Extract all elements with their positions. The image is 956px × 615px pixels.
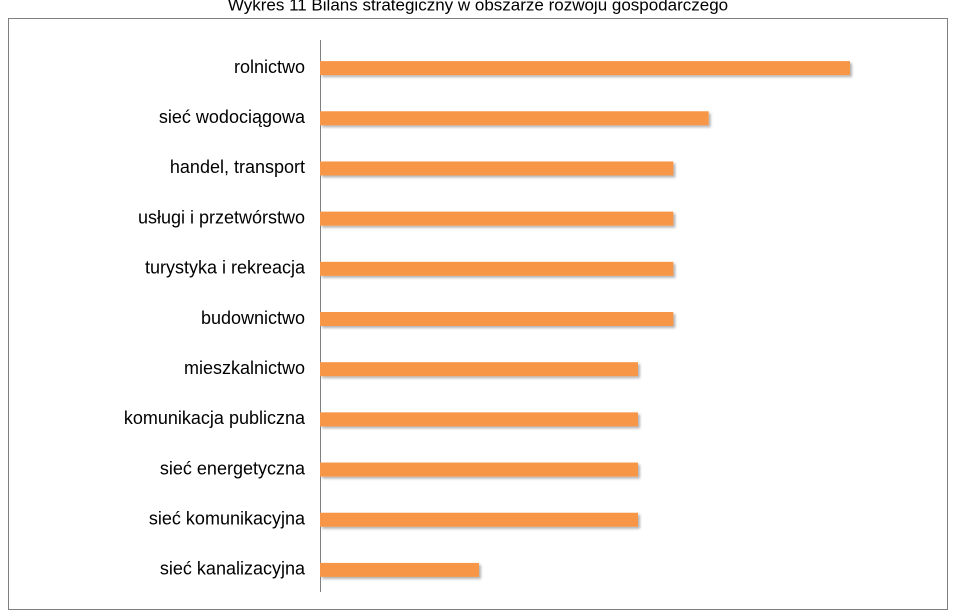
bar bbox=[320, 462, 638, 477]
category-label: sieć komunikacyjna bbox=[149, 508, 306, 528]
category-label: rolnictwo bbox=[234, 57, 305, 77]
bar bbox=[320, 412, 638, 427]
category-label: sieć kanalizacyjna bbox=[160, 559, 306, 579]
bar bbox=[320, 512, 638, 527]
bar bbox=[320, 111, 709, 126]
bar bbox=[320, 261, 674, 276]
category-label: komunikacja publiczna bbox=[124, 408, 306, 428]
category-label: turystyka i rekreacja bbox=[145, 258, 306, 278]
category-label: mieszkalnictwo bbox=[184, 358, 305, 378]
title-bg bbox=[300, 0, 656, 18]
bar bbox=[320, 61, 850, 76]
category-label: sieć wodociągowa bbox=[159, 107, 306, 127]
category-label: handel, transport bbox=[170, 157, 305, 177]
chart-title: Wykres 11 Bilans strategiczny w obszarze… bbox=[228, 0, 728, 14]
bar bbox=[320, 362, 638, 377]
category-label: usługi i przetwórstwo bbox=[138, 207, 305, 227]
bar bbox=[320, 161, 674, 176]
category-label: budownictwo bbox=[201, 308, 305, 328]
bar bbox=[320, 211, 674, 226]
bar bbox=[320, 562, 479, 577]
category-label: sieć energetyczna bbox=[160, 458, 306, 478]
bar bbox=[320, 312, 674, 326]
